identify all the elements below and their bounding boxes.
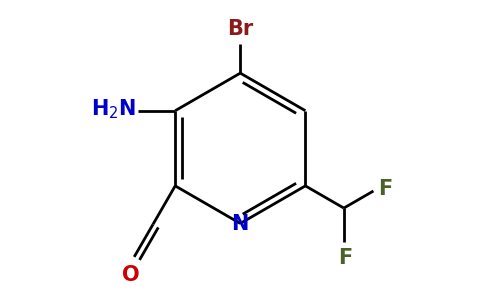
Text: Br: Br [227,19,254,39]
Text: O: O [122,266,139,285]
Text: N: N [232,214,249,235]
Text: F: F [378,179,393,199]
Text: F: F [338,248,353,268]
Text: H$_2$N: H$_2$N [91,97,136,121]
